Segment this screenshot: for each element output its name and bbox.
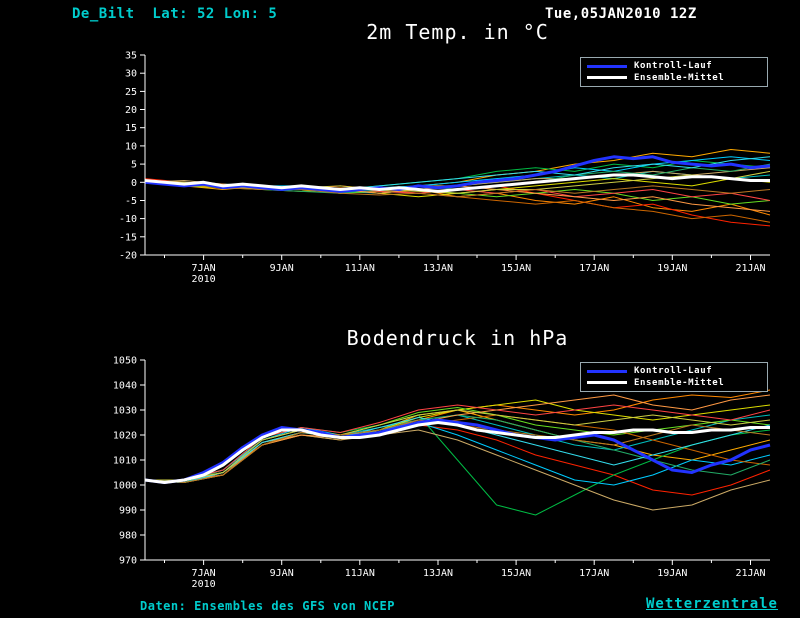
pressure-axes [140,359,770,565]
x-tick-label: 21JAN [735,568,765,579]
temperature-chart-title: 2m Temp. in °C [366,20,549,44]
x-tick-label: 19JAN [657,263,687,274]
control-run-line [144,418,771,484]
y-tick-label: -5 [125,196,137,207]
x-tick-label: 11JAN [345,263,375,274]
station-label: De_Bilt Lat: 52 Lon: 5 [72,6,278,22]
x-tick-label: 11JAN [345,568,375,579]
control-line-swatch [587,369,627,373]
x-tick-sublabel: 2010 [192,274,216,285]
y-tick-label: 15 [125,123,137,134]
y-tick-label: 35 [125,51,137,62]
x-tick-label: 13JAN [423,568,453,579]
pressure-chart-title: Bodendruck in hPa [346,326,569,350]
y-tick-label: 1030 [113,406,137,417]
pressure-legend: Kontroll-Lauf Ensemble-Mittel [580,362,768,392]
y-tick-label: 1000 [113,481,137,492]
data-source-label: Daten: Ensembles des GFS von NCEP [140,599,395,613]
run-datetime-label: Tue,05JAN2010 12Z [545,6,697,22]
ensemble-member-line [145,422,771,486]
pressure-chart: 970 980 990 1000 1010 1020 1030 1040 1050 7JAN 201… [0,352,800,592]
x-tick-label: 9JAN [270,568,294,579]
x-tick-label: 9JAN [270,263,294,274]
x-tick-label: 7JAN [192,568,216,579]
legend-row-control: Kontroll-Lauf [587,366,761,376]
control-line-swatch [587,64,627,68]
y-tick-label: 30 [125,69,137,80]
pressure-series [144,389,771,516]
control-run-line [144,155,771,193]
y-tick-label: 1020 [113,431,137,442]
y-tick-label: 10 [125,141,137,152]
mean-legend-label: Ensemble-Mittel [634,72,725,83]
y-tick-label: -20 [119,251,137,262]
y-tick-label: 25 [125,87,137,98]
x-tick-sublabel: 2010 [192,579,216,590]
ensemble-member-line [145,409,771,481]
y-tick-label: 0 [131,178,137,189]
mean-legend-label: Ensemble-Mittel [634,377,725,388]
legend-row-mean: Ensemble-Mittel [587,378,761,388]
mean-line-swatch [587,76,627,80]
temperature-chart: -20 -15 -10 -5 0 5 10 15 20 25 30 35 7JAN 2010 9JAN 11J… [0,47,800,287]
x-tick-label: 13JAN [423,263,453,274]
ensemble-mean-line [144,421,770,484]
legend-row-control: Kontroll-Lauf [587,61,761,71]
wetterzentrale-brand: Wetterzentrale [645,596,778,612]
y-tick-label: -10 [119,214,137,225]
x-tick-label: 17JAN [579,568,609,579]
x-tick-label: 17JAN [579,263,609,274]
y-tick-label: 1040 [113,381,137,392]
control-legend-label: Kontroll-Lauf [634,61,713,72]
y-tick-label: 5 [131,160,137,171]
ensemble-member-line [144,429,771,511]
temperature-legend: Kontroll-Lauf Ensemble-Mittel [580,57,768,87]
ensemble-mean-line [144,173,770,193]
x-tick-label: 19JAN [657,568,687,579]
temperature-series [144,149,771,227]
control-legend-label: Kontroll-Lauf [634,366,713,377]
x-tick-label: 15JAN [501,263,531,274]
y-tick-label: -15 [119,232,137,243]
y-tick-label: 990 [119,506,137,517]
y-tick-label: 1050 [113,356,137,367]
ensemble-member-line [145,404,771,481]
x-tick-label: 7JAN [192,263,216,274]
temperature-axes [140,54,770,260]
mean-line-swatch [587,381,627,385]
y-tick-label: 1010 [113,456,137,467]
x-tick-label: 15JAN [501,568,531,579]
y-tick-label: 970 [119,556,137,567]
y-tick-label: 980 [119,531,137,542]
y-tick-label: 20 [125,105,137,116]
ensemble-member-line [144,181,771,198]
legend-row-mean: Ensemble-Mittel [587,73,761,83]
pressure-plot: 970 980 990 1000 1010 1020 1030 1040 1050 7JAN201… [113,356,771,590]
x-tick-label: 21JAN [735,263,765,274]
